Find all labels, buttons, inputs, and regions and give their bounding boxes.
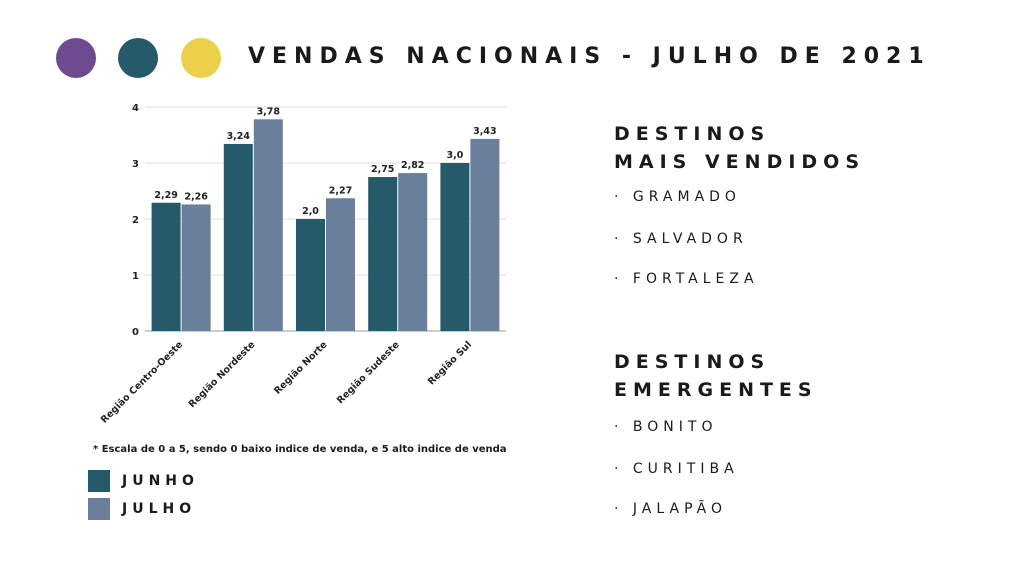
bar-julho (181, 204, 211, 331)
y-tick-label: 3 (132, 159, 139, 170)
x-tick-label: Região Sul (426, 339, 474, 387)
list-item: · JALAPÃO (614, 501, 727, 517)
page-title: VENDAS NACIONAIS - JULHO DE 2021 (248, 44, 931, 69)
data-label: 3,43 (473, 126, 496, 137)
section-title-line1: DESTINOS (614, 351, 771, 373)
bar-julho (470, 138, 500, 331)
bar-junho (440, 163, 470, 331)
list-item: · FORTALEZA (614, 271, 759, 287)
bar-junho (368, 177, 398, 331)
bar-junho (223, 143, 253, 331)
x-tick-label: Região Norte (272, 339, 329, 396)
list-item: · CURITIBA (614, 461, 739, 477)
purple-circle-icon (56, 38, 96, 78)
data-label: 2,27 (329, 185, 352, 196)
section-title-mais-vendidos: DESTINOS MAIS VENDIDOS (614, 120, 865, 176)
section-title-line2: MAIS VENDIDOS (614, 151, 866, 173)
y-tick-label: 1 (132, 271, 139, 282)
y-tick-label: 0 (132, 327, 139, 338)
bar-junho (296, 219, 325, 331)
bar-julho (326, 198, 355, 331)
data-label: 3,24 (227, 131, 251, 142)
data-label: 3,0 (446, 150, 463, 161)
y-tick-label: 4 (132, 103, 139, 114)
data-label: 2,0 (302, 206, 319, 217)
section-title-line2: EMERGENTES (614, 379, 818, 401)
list-item: · BONITO (614, 419, 718, 435)
x-tick-label: Região Nordeste (187, 339, 258, 410)
data-label: 2,82 (401, 160, 424, 171)
data-label: 3,78 (257, 106, 281, 117)
legend-label-junho: JUNHO (122, 473, 199, 489)
legend-swatch-julho (88, 498, 110, 520)
section-title-emergentes: DESTINOS EMERGENTES (614, 348, 818, 404)
bar-junho (151, 202, 181, 331)
x-tick-label: Região Sudeste (335, 339, 402, 406)
teal-circle-icon (118, 38, 158, 78)
legend-label-julho: JULHO (122, 501, 197, 517)
list-item: · SALVADOR (614, 231, 748, 247)
yellow-circle-icon (181, 38, 221, 78)
legend-swatch-junho (88, 470, 110, 492)
legend-item-junho: JUNHO (88, 470, 199, 492)
bar-julho (253, 119, 283, 331)
x-tick-label: Região Centro-Oeste (99, 339, 185, 425)
legend-item-julho: JULHO (88, 498, 196, 520)
section-title-line1: DESTINOS (614, 123, 771, 145)
list-item: · GRAMADO (614, 189, 741, 205)
data-label: 2,75 (371, 164, 394, 175)
scale-note: * Escala de 0 a 5, sendo 0 baixo indice … (93, 444, 507, 455)
data-label: 2,29 (154, 190, 177, 201)
bar-julho (398, 173, 428, 331)
data-label: 2,26 (184, 191, 208, 202)
y-tick-label: 2 (132, 215, 139, 226)
